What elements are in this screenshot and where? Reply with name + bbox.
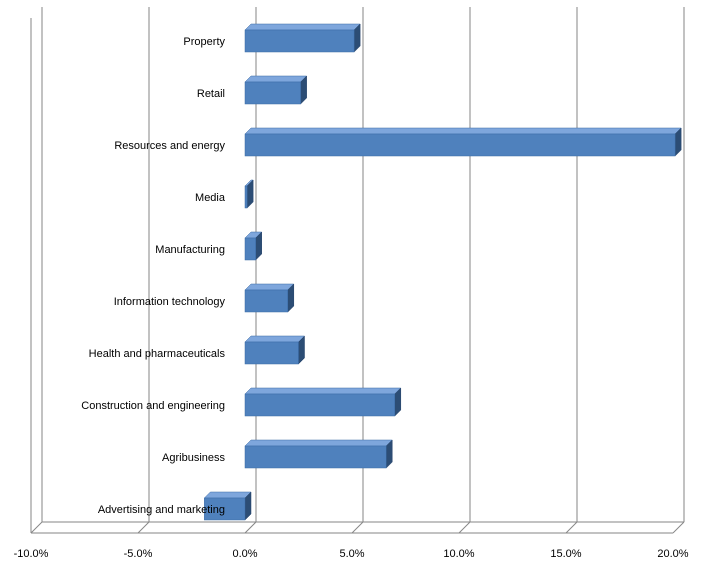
bar-7 — [244, 387, 402, 417]
bar-4 — [244, 231, 263, 261]
floor-gridline-4 — [458, 521, 471, 534]
bar-top-5 — [244, 283, 295, 291]
bar-front-5 — [244, 289, 289, 313]
bar-1 — [244, 75, 308, 105]
category-label-0: Property — [183, 36, 225, 48]
bar-2 — [244, 127, 682, 157]
floor-gridline-3 — [351, 521, 364, 534]
bar-front-6 — [244, 341, 299, 365]
bar-front-3 — [244, 185, 248, 209]
category-label-6: Health and pharmaceuticals — [89, 348, 226, 360]
bar-top-0 — [244, 23, 361, 31]
bar-front-0 — [244, 29, 355, 53]
bars — [203, 23, 682, 521]
floor-gridline-0 — [30, 521, 43, 534]
bar-top-8 — [244, 439, 393, 447]
category-label-5: Information technology — [114, 296, 226, 308]
category-label-8: Agribusiness — [162, 452, 225, 464]
x-tick-label-3: 5.0% — [339, 548, 364, 560]
bar-front-8 — [244, 445, 387, 469]
bar-top-9 — [203, 491, 252, 499]
bar-top-2 — [244, 127, 682, 135]
bar-6 — [244, 335, 306, 365]
bar-8 — [244, 439, 393, 469]
category-label-1: Retail — [197, 88, 225, 100]
category-label-4: Manufacturing — [155, 244, 225, 256]
x-tick-label-2: 0.0% — [232, 548, 257, 560]
floor-gridline-6 — [672, 521, 685, 534]
x-tick-label-5: 15.0% — [550, 548, 581, 560]
x-tick-label-6: 20.0% — [657, 548, 688, 560]
bar-5 — [244, 283, 295, 313]
bar-front-9 — [204, 497, 246, 521]
x-tick-label-1: -5.0% — [124, 548, 153, 560]
floor-gridline-1 — [137, 521, 150, 534]
category-labels: Property Retail Resources and energy Media M… — [81, 36, 226, 516]
bar-9 — [203, 491, 252, 521]
bar-front-4 — [244, 237, 256, 261]
category-label-9: Advertising and marketing — [98, 504, 225, 516]
bar-top-6 — [244, 335, 306, 343]
bar-top-7 — [244, 387, 402, 395]
gridlines — [30, 7, 685, 534]
category-label-3: Media — [195, 192, 226, 204]
bar-front-1 — [244, 81, 301, 105]
category-label-7: Construction and engineering — [81, 400, 225, 412]
floor-gridline-2 — [244, 521, 257, 534]
bar-3 — [244, 179, 254, 209]
x-tick-label-0: -10.0% — [14, 548, 49, 560]
x-tick-label-4: 10.0% — [443, 548, 474, 560]
floor-gridline-5 — [565, 521, 578, 534]
category-label-2: Resources and energy — [114, 140, 225, 152]
bar-front-2 — [244, 133, 676, 157]
bar-front-7 — [244, 393, 396, 417]
x-axis-tick-labels: -10.0% -5.0% 0.0% 5.0% 10.0% 15.0% 20.0% — [14, 548, 689, 560]
bar-0 — [244, 23, 361, 53]
bar-top-1 — [244, 75, 308, 83]
